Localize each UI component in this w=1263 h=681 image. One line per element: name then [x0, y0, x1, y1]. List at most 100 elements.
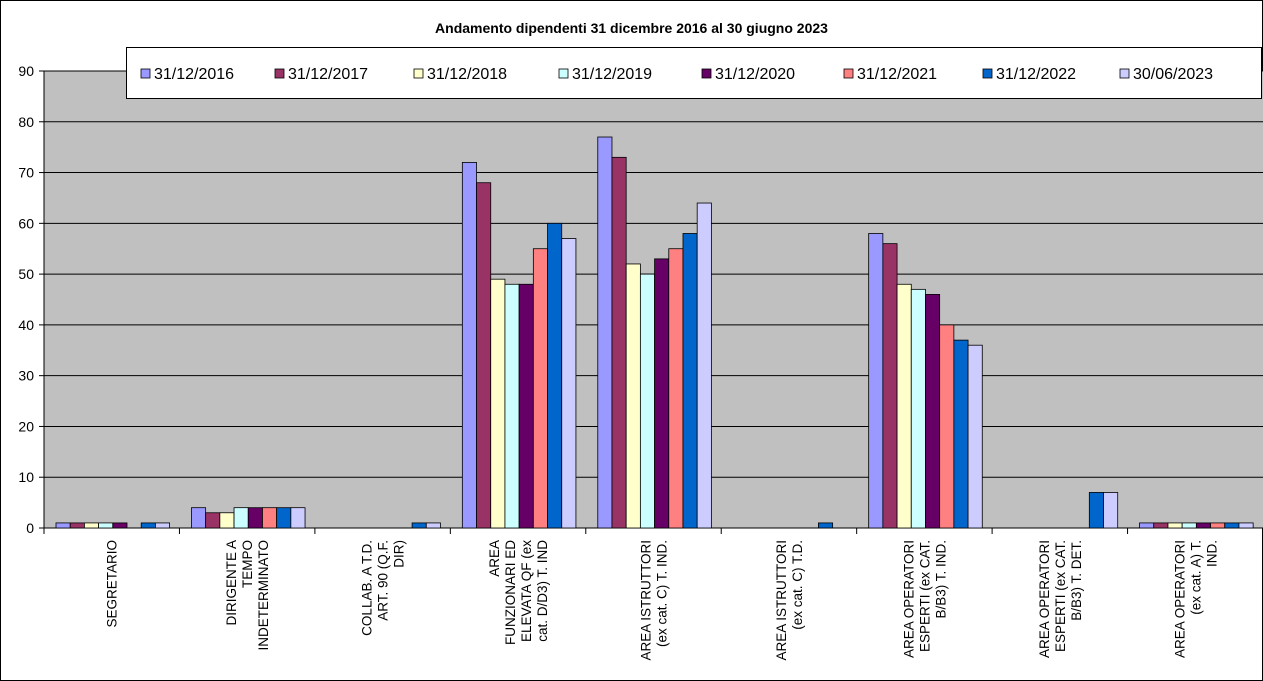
legend-item: 31/12/2022 — [982, 66, 1076, 83]
bar — [140, 522, 156, 529]
legend-swatch — [1119, 68, 1130, 79]
bar — [490, 278, 506, 529]
legend-label: 31/12/2022 — [996, 66, 1076, 83]
bar — [1195, 522, 1211, 529]
x-tick-label: FUNZIONARI ED — [503, 540, 518, 645]
bar — [69, 522, 85, 529]
x-tick-label: TEMPO — [240, 540, 255, 588]
bar — [654, 258, 670, 529]
bar — [818, 522, 834, 529]
x-tick-label: INDETERMINATO — [256, 540, 271, 651]
bar — [219, 512, 235, 529]
bar — [461, 161, 477, 529]
bar — [532, 248, 548, 529]
legend-swatch — [274, 68, 285, 79]
bar — [504, 283, 520, 529]
x-tick-label: AREA OPERATORI — [1172, 540, 1187, 658]
bar — [1088, 492, 1104, 529]
legend-label: 31/12/2017 — [288, 66, 368, 83]
legend-item: 30/06/2023 — [1119, 66, 1213, 83]
bar — [1224, 522, 1240, 529]
x-tick-label: ESPERTI (ex CAT. — [1053, 540, 1068, 652]
bar — [290, 507, 306, 529]
bar — [696, 202, 712, 529]
bar — [625, 263, 641, 529]
x-tick-label: AREA ISTRUTTORI — [639, 540, 654, 661]
x-tick-label: ELEVATA QF (ex — [519, 540, 534, 642]
legend-label: 31/12/2018 — [427, 66, 507, 83]
legend-label: 31/12/2016 — [154, 66, 234, 83]
legend-swatch — [413, 68, 424, 79]
x-tick-label: COLLAB. A T.D. — [360, 540, 375, 636]
bar — [561, 238, 577, 529]
legend-item: 31/12/2020 — [701, 66, 795, 83]
legend-swatch — [701, 68, 712, 79]
legend-label: 30/06/2023 — [1133, 66, 1213, 83]
legend-swatch — [140, 68, 151, 79]
bar — [868, 233, 884, 529]
legend-label: 31/12/2019 — [572, 66, 652, 83]
legend-item: 31/12/2017 — [274, 66, 368, 83]
legend-swatch — [558, 68, 569, 79]
bar — [939, 324, 955, 529]
y-tick-label: 50 — [18, 266, 34, 282]
bar — [1153, 522, 1169, 529]
x-tick-label: AREA OPERATORI — [1037, 540, 1052, 658]
legend-item: 31/12/2019 — [558, 66, 652, 83]
bar — [1103, 492, 1119, 529]
bar — [55, 522, 71, 529]
y-tick-label: 80 — [18, 114, 34, 130]
bar — [611, 156, 627, 529]
chart-title: Andamento dipendenti 31 dicembre 2016 al… — [435, 20, 828, 36]
x-tick-label: AREA — [487, 540, 502, 577]
bar — [262, 507, 278, 529]
legend: 31/12/2016 31/12/2017 31/12/2018 31/12/2019… — [126, 47, 1262, 99]
bar — [154, 522, 170, 529]
bar — [411, 522, 427, 529]
bar — [597, 136, 613, 529]
bar — [191, 507, 207, 529]
x-tick-label: (ex cat. C) T. IND. — [655, 540, 670, 647]
y-tick-label: 10 — [18, 469, 34, 485]
bar — [1238, 522, 1254, 529]
x-tick-label: AREA ISTRUTTORI — [774, 540, 789, 661]
bar — [425, 522, 441, 529]
bar — [247, 507, 263, 529]
bar — [1139, 522, 1155, 529]
x-tick-label: SEGRETARIO — [105, 540, 120, 628]
bar — [205, 512, 221, 529]
x-tick-label: B/B3) T. IND. — [933, 540, 948, 619]
bar — [112, 522, 128, 529]
y-tick-label: 30 — [18, 368, 34, 384]
bar — [1181, 522, 1197, 529]
x-tick-label: DIRIGENTE A — [224, 540, 239, 626]
x-tick-label: DIR) — [392, 540, 407, 568]
legend-item: 31/12/2021 — [843, 66, 937, 83]
x-tick-label: AREA OPERATORI — [901, 540, 916, 658]
legend-swatch — [982, 68, 993, 79]
bar — [682, 233, 698, 529]
x-tick-label: ART. 90 (Q.F. — [376, 540, 391, 621]
bar — [967, 344, 983, 529]
bar — [639, 273, 655, 529]
bar — [84, 522, 100, 529]
legend-item: 31/12/2016 — [140, 66, 234, 83]
bar — [1167, 522, 1183, 529]
x-tick-label: (ex cat. A) T. — [1188, 540, 1203, 615]
bar — [896, 283, 912, 529]
bar — [547, 222, 563, 529]
bar — [882, 243, 898, 529]
bar — [1210, 522, 1226, 529]
legend-swatch — [843, 68, 854, 79]
y-tick-label: 90 — [18, 63, 34, 79]
x-tick-label: cat. D/D3) T. IND — [535, 540, 550, 642]
x-tick-label: IND. — [1204, 540, 1219, 567]
legend-label: 31/12/2021 — [857, 66, 937, 83]
bar — [476, 182, 492, 529]
x-tick-label: B/B3) T. DET. — [1069, 540, 1084, 621]
y-tick-label: 60 — [18, 215, 34, 231]
bar — [910, 288, 926, 529]
legend-item: 31/12/2018 — [413, 66, 507, 83]
x-tick-label: ESPERTI (ex CAT. — [917, 540, 932, 652]
